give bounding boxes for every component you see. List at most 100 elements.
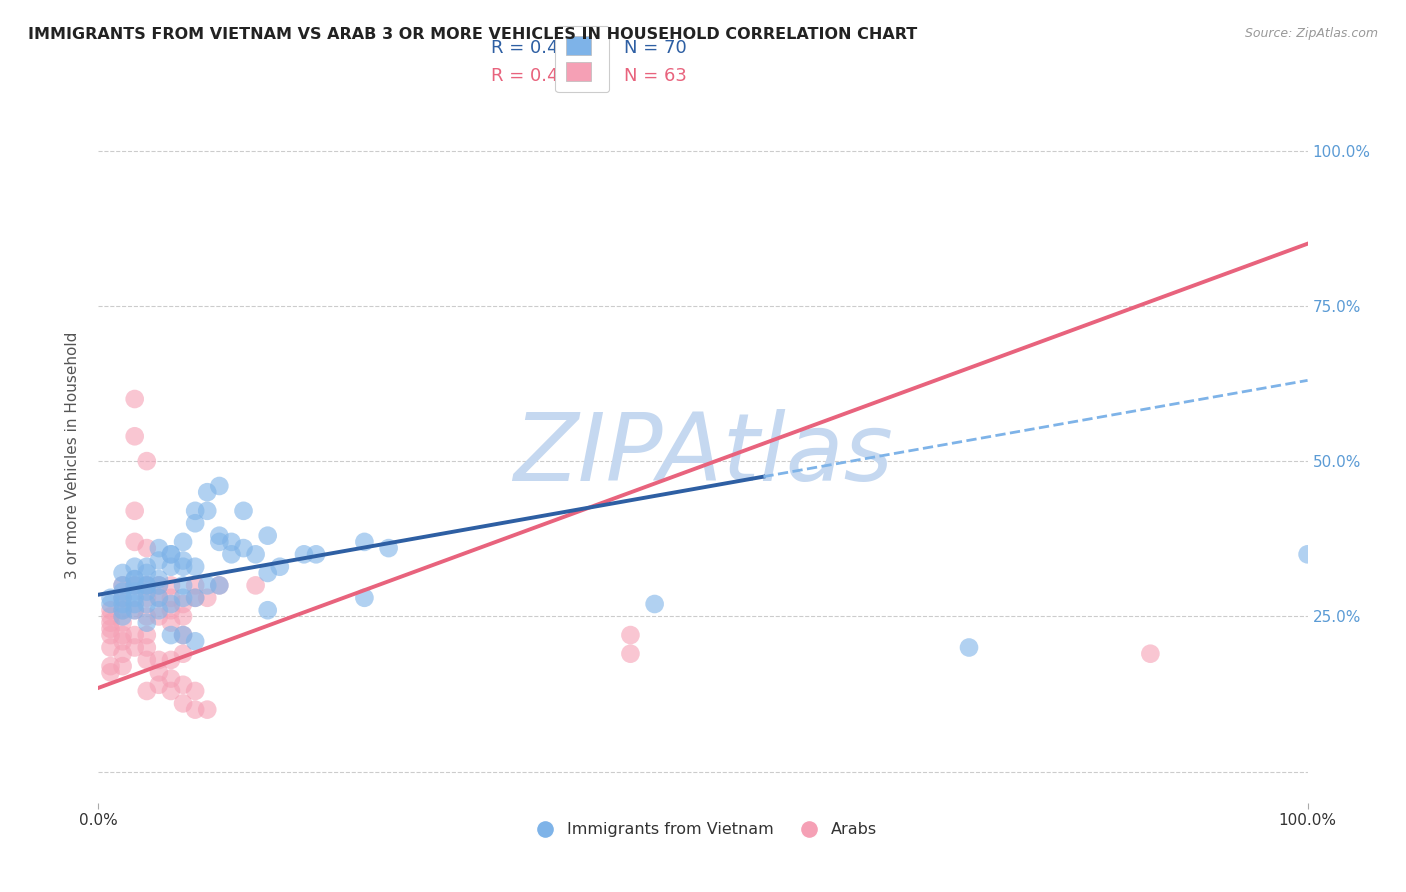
Point: [100, 665, 122, 680]
Point: [135, 628, 157, 642]
Legend: Immigrants from Vietnam, Arabs: Immigrants from Vietnam, Arabs: [522, 816, 884, 844]
Point: [256, 566, 278, 580]
Point: [148, 653, 170, 667]
Point: [135, 684, 157, 698]
Point: [124, 578, 146, 592]
Text: Source: ZipAtlas.com: Source: ZipAtlas.com: [1244, 27, 1378, 40]
Point: [1296, 547, 1319, 561]
Point: [148, 553, 170, 567]
Point: [124, 504, 146, 518]
Y-axis label: 3 or more Vehicles in Household: 3 or more Vehicles in Household: [65, 331, 80, 579]
Point: [160, 672, 183, 686]
Point: [160, 653, 183, 667]
Point: [135, 653, 157, 667]
Point: [184, 591, 207, 605]
Point: [172, 647, 194, 661]
Point: [135, 615, 157, 630]
Point: [124, 640, 146, 655]
Point: [111, 628, 134, 642]
Point: [245, 578, 267, 592]
Point: [160, 597, 183, 611]
Point: [124, 628, 146, 642]
Point: [100, 603, 122, 617]
Point: [111, 597, 134, 611]
Point: [957, 640, 980, 655]
Point: [135, 591, 157, 605]
Point: [135, 578, 157, 592]
Point: [160, 591, 183, 605]
Point: [111, 615, 134, 630]
Point: [135, 640, 157, 655]
Point: [232, 541, 254, 555]
Point: [353, 591, 375, 605]
Point: [124, 591, 146, 605]
Point: [124, 578, 146, 592]
Point: [184, 516, 207, 531]
Point: [160, 578, 183, 592]
Point: [124, 603, 146, 617]
Point: [148, 603, 170, 617]
Point: [160, 628, 183, 642]
Point: [100, 622, 122, 636]
Point: [100, 609, 122, 624]
Point: [111, 603, 134, 617]
Point: [135, 566, 157, 580]
Point: [245, 547, 267, 561]
Point: [124, 603, 146, 617]
Point: [1139, 647, 1161, 661]
Point: [269, 559, 291, 574]
Point: [184, 578, 207, 592]
Point: [184, 634, 207, 648]
Point: [135, 578, 157, 592]
Point: [619, 628, 641, 642]
Point: [100, 597, 122, 611]
Point: [100, 640, 122, 655]
Point: [160, 684, 183, 698]
Text: N = 70: N = 70: [624, 39, 688, 57]
Point: [111, 634, 134, 648]
Point: [644, 597, 666, 611]
Point: [172, 597, 194, 611]
Text: ZIPAtlas: ZIPAtlas: [513, 409, 893, 500]
Text: R = 0.492: R = 0.492: [492, 67, 582, 85]
Point: [124, 597, 146, 611]
Point: [135, 609, 157, 624]
Point: [208, 529, 231, 543]
Point: [135, 559, 157, 574]
Point: [195, 591, 218, 605]
Point: [377, 541, 399, 555]
Point: [172, 628, 194, 642]
Point: [195, 485, 218, 500]
Point: [111, 647, 134, 661]
Point: [124, 534, 146, 549]
Point: [184, 504, 207, 518]
Point: [160, 603, 183, 617]
Point: [124, 572, 146, 586]
Point: [111, 578, 134, 592]
Point: [148, 578, 170, 592]
Text: IMMIGRANTS FROM VIETNAM VS ARAB 3 OR MORE VEHICLES IN HOUSEHOLD CORRELATION CHAR: IMMIGRANTS FROM VIETNAM VS ARAB 3 OR MOR…: [28, 27, 917, 42]
Point: [148, 578, 170, 592]
Point: [172, 628, 194, 642]
Point: [256, 603, 278, 617]
Point: [221, 547, 243, 561]
Point: [100, 628, 122, 642]
Point: [208, 534, 231, 549]
Point: [148, 609, 170, 624]
Point: [195, 703, 218, 717]
Point: [184, 684, 207, 698]
Point: [124, 392, 146, 406]
Point: [135, 578, 157, 592]
Point: [135, 597, 157, 611]
Point: [232, 504, 254, 518]
Point: [111, 603, 134, 617]
Point: [184, 591, 207, 605]
Point: [135, 584, 157, 599]
Point: [100, 591, 122, 605]
Point: [111, 578, 134, 592]
Point: [124, 572, 146, 586]
Text: N = 63: N = 63: [624, 67, 688, 85]
Point: [111, 591, 134, 605]
Point: [111, 566, 134, 580]
Point: [148, 591, 170, 605]
